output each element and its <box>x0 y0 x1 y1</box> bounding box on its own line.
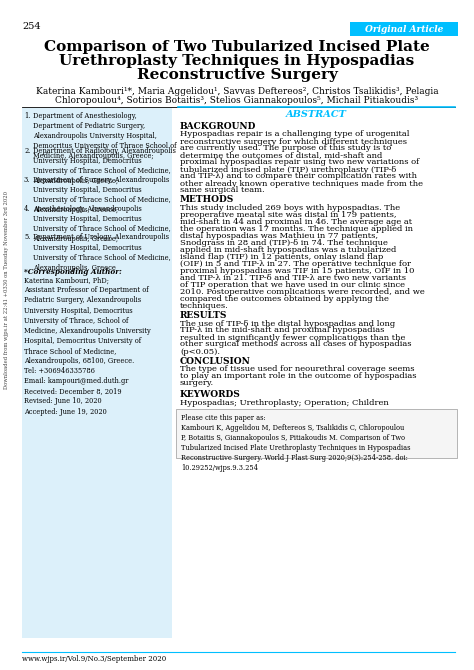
Text: are currently used. The purpose of this study is to: are currently used. The purpose of this … <box>180 145 391 153</box>
Text: The use of TIP-δ in the distal hypospadias and long: The use of TIP-δ in the distal hypospadi… <box>180 320 395 328</box>
Text: TIP-λ in the mid-shaft and proximal hypospadias: TIP-λ in the mid-shaft and proximal hypo… <box>180 326 384 334</box>
Text: Department of Radiology, Alexandroupolis
University Hospital, Democritus
Univers: Department of Radiology, Alexandroupolis… <box>33 147 176 186</box>
Text: and TIP-λ) and to compare their complication rates with: and TIP-λ) and to compare their complica… <box>180 172 417 180</box>
Text: other already known operative techniques made from the: other already known operative techniques… <box>180 180 423 188</box>
FancyBboxPatch shape <box>176 409 457 458</box>
Text: Department of Surgery, Alexandroupolis
University Hospital, Democritus
Universit: Department of Surgery, Alexandroupolis U… <box>33 176 171 214</box>
Text: Anesthesiology, Alexandroupolis
University Hospital, Democritus
University of Th: Anesthesiology, Alexandroupolis Universi… <box>33 204 171 243</box>
Text: (OIF) in 5 and TIP-λ in 27. The operative technique for: (OIF) in 5 and TIP-λ in 27. The operativ… <box>180 260 411 268</box>
Text: proximal hypospadias repair using two new variations of: proximal hypospadias repair using two ne… <box>180 159 419 167</box>
Text: Comparison of Two Tubularized Incised Plate: Comparison of Two Tubularized Incised Pl… <box>44 40 430 54</box>
Text: and TIP-λ in 21. TIP-δ and TIP-λ are two new variants: and TIP-λ in 21. TIP-δ and TIP-λ are two… <box>180 274 406 282</box>
Text: tubularized incised plate (TIP) urethroplasty (TIP-δ: tubularized incised plate (TIP) urethrop… <box>180 165 396 174</box>
Text: reconstructive surgery for which different techniques: reconstructive surgery for which differe… <box>180 137 407 145</box>
Text: METHODS: METHODS <box>180 196 234 204</box>
FancyBboxPatch shape <box>350 22 458 36</box>
Text: Department of Urology, Alexandroupolis
University Hospital, Democritus
Universit: Department of Urology, Alexandroupolis U… <box>33 233 171 272</box>
Text: BACKGROUND: BACKGROUND <box>180 122 256 131</box>
Text: Please cite this paper as:
Kambouri K, Aggelidou M, Deftereos S, Tsalikidis C, C: Please cite this paper as: Kambouri K, A… <box>181 414 410 472</box>
Text: *Corresponding Author:: *Corresponding Author: <box>24 268 122 276</box>
Text: KEYWORDS: KEYWORDS <box>180 390 241 399</box>
Text: 3.: 3. <box>24 176 30 184</box>
Text: 4.: 4. <box>24 204 30 212</box>
FancyBboxPatch shape <box>22 108 172 638</box>
Text: to play an important role in the outcome of hypospadias: to play an important role in the outcome… <box>180 372 417 380</box>
Text: determine the outcomes of distal, mid-shaft and: determine the outcomes of distal, mid-sh… <box>180 151 383 159</box>
Text: Katerina Kambouri¹*, Maria Aggelidou¹, Savvas Deftereos², Christos Tsalikidis³, : Katerina Kambouri¹*, Maria Aggelidou¹, S… <box>36 87 438 96</box>
Text: other surgical methods across all cases of hypospadias: other surgical methods across all cases … <box>180 340 411 348</box>
Text: This study included 269 boys with hypospadias. The: This study included 269 boys with hyposp… <box>180 204 400 212</box>
Text: resulted in significantly fewer complications than the: resulted in significantly fewer complica… <box>180 334 405 342</box>
Text: 2.: 2. <box>24 147 30 155</box>
Text: Downloaded from wjps.ir at 22:41 +0330 on Tuesday November 3rd 2020: Downloaded from wjps.ir at 22:41 +0330 o… <box>4 191 9 389</box>
Text: www.wjps.ir/Vol.9/No.3/September 2020: www.wjps.ir/Vol.9/No.3/September 2020 <box>22 655 166 663</box>
Text: applied in mid-shaft hypospadias was a tubularized: applied in mid-shaft hypospadias was a t… <box>180 246 396 254</box>
Text: 1.: 1. <box>24 112 30 120</box>
Text: Hypospadias repair is a challenging type of urogenital: Hypospadias repair is a challenging type… <box>180 131 410 139</box>
Text: Department of Anesthesiology,
Department of Pediatric Surgery,
Alexandroupolis U: Department of Anesthesiology, Department… <box>33 112 176 160</box>
Text: RESULTS: RESULTS <box>180 311 228 320</box>
Text: island flap (TIF) in 12 patients, onlay island flap: island flap (TIF) in 12 patients, onlay … <box>180 253 383 261</box>
Text: 2010. Postoperative complications were recorded, and we: 2010. Postoperative complications were r… <box>180 288 425 296</box>
Text: Snodgrass in 28 and (TIP)-δ in 74. The technique: Snodgrass in 28 and (TIP)-δ in 74. The t… <box>180 239 388 247</box>
Text: The type of tissue used for neourethral coverage seems: The type of tissue used for neourethral … <box>180 365 414 373</box>
Text: Hypospadias; Urethroplasty; Operation; Children: Hypospadias; Urethroplasty; Operation; C… <box>180 399 389 407</box>
Text: proximal hypospadias was TIF in 15 patients, OIF in 10: proximal hypospadias was TIF in 15 patie… <box>180 267 414 275</box>
Text: surgery.: surgery. <box>180 379 214 387</box>
Text: Reconstructive Surgery: Reconstructive Surgery <box>137 68 337 82</box>
Text: techniques.: techniques. <box>180 302 229 310</box>
Text: (p<0.05).: (p<0.05). <box>180 348 220 356</box>
Text: mid-shaft in 44 and proximal in 46. The average age at: mid-shaft in 44 and proximal in 46. The … <box>180 218 412 226</box>
Text: ABSTRACT: ABSTRACT <box>286 110 347 119</box>
Text: distal hypospadias was Mathieu in 77 patients,: distal hypospadias was Mathieu in 77 pat… <box>180 232 378 240</box>
Text: 254: 254 <box>22 22 41 31</box>
Text: Original Article: Original Article <box>365 25 443 34</box>
Text: 5.: 5. <box>24 233 30 241</box>
Text: of TIP operation that we have used in our clinic since: of TIP operation that we have used in ou… <box>180 281 405 289</box>
Text: same surgical team.: same surgical team. <box>180 186 264 194</box>
Text: Katerina Kambouri, PhD;
Assistant Professor of Department of
Pediatric Surgery, : Katerina Kambouri, PhD; Assistant Profes… <box>24 276 151 415</box>
Text: preoperative meatal site was distal in 179 patients,: preoperative meatal site was distal in 1… <box>180 211 396 219</box>
Text: Urethroplasty Techniques in Hypospadias: Urethroplasty Techniques in Hypospadias <box>59 54 415 68</box>
Text: CONCLUSION: CONCLUSION <box>180 356 251 366</box>
Text: Chloropoulou⁴, Sotirios Botaitis³, Stelios Giannakopoulos⁵, Michail Pitiakoudis³: Chloropoulou⁴, Sotirios Botaitis³, Steli… <box>55 96 419 105</box>
Text: compared the outcomes obtained by applying the: compared the outcomes obtained by applyi… <box>180 295 389 303</box>
Text: the operation was 17 months. The technique applied in: the operation was 17 months. The techniq… <box>180 225 413 233</box>
